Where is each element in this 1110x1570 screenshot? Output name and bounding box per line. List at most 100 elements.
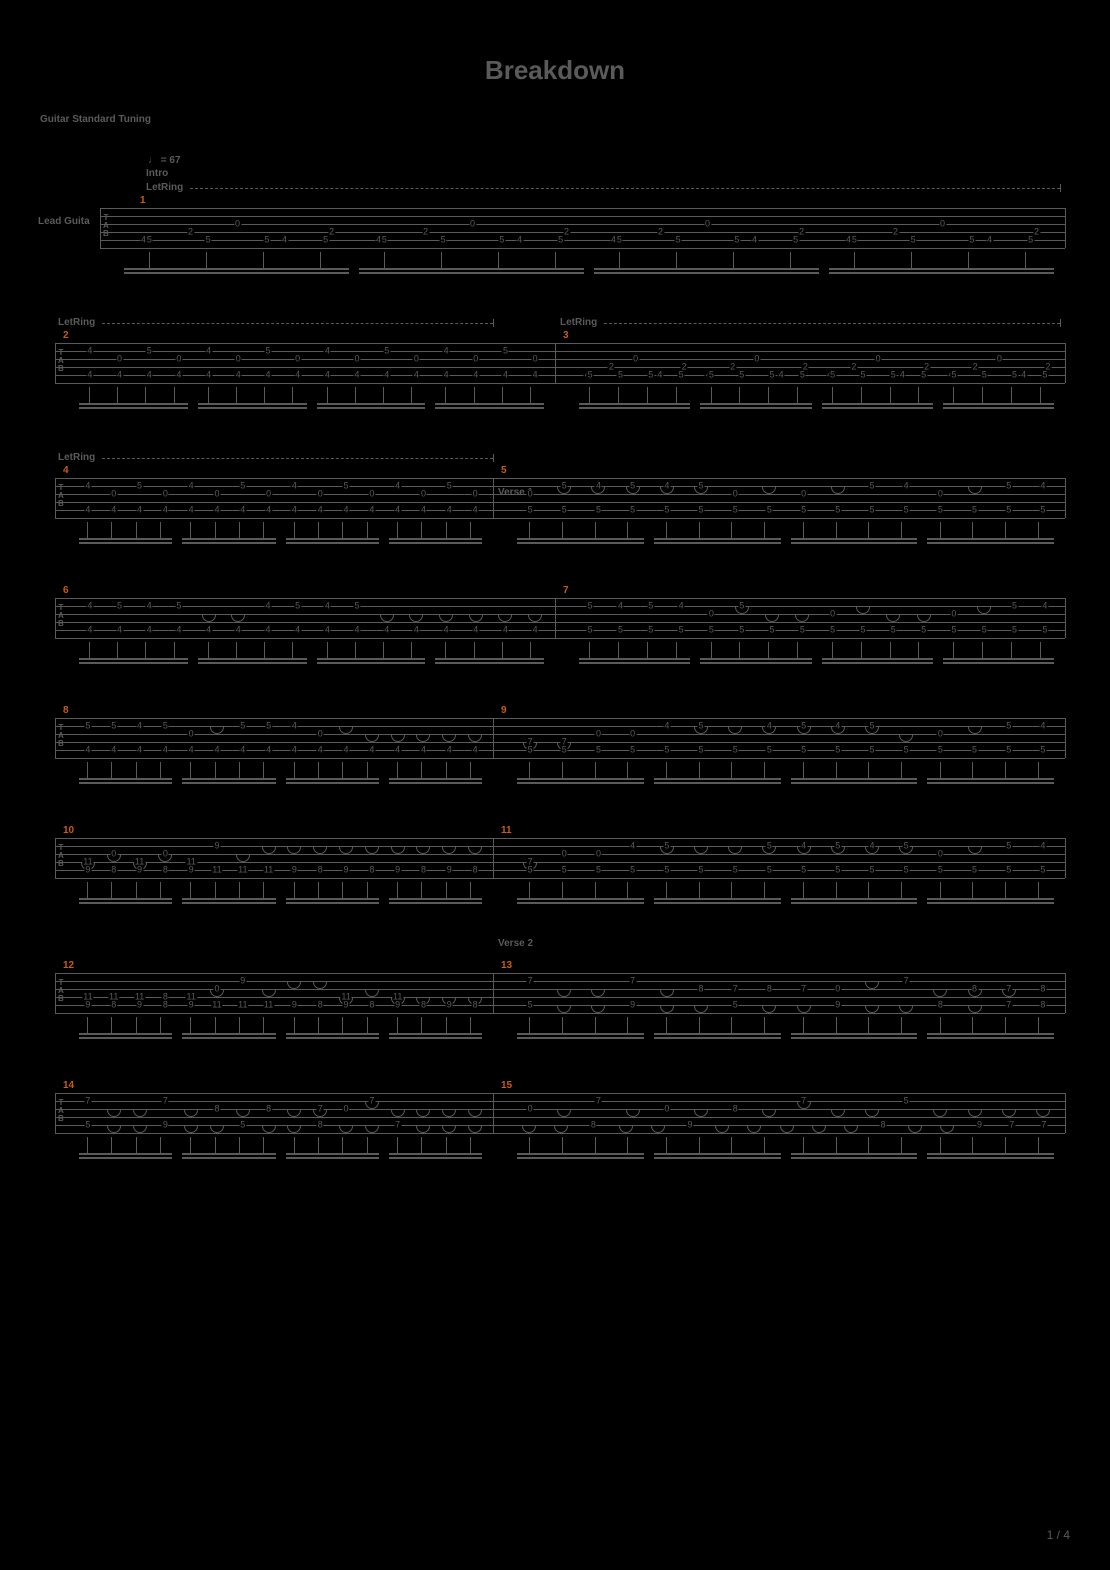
fret-number: 5 [1039,506,1046,515]
fret-number: 0 [317,490,324,499]
fret-number: 8 [317,1121,324,1130]
fret-number: 9 [446,1001,453,1010]
tab-clef: TAB [58,1099,64,1123]
fret-number: 5 [264,347,271,356]
fret-number: 0 [629,730,636,739]
fret-number: 5 [1005,482,1012,491]
fret-number: 5 [502,347,509,356]
fret-number: 0 [343,1105,350,1114]
measure-number: 7 [563,585,569,596]
fret-number: 4 [294,371,301,380]
fret-number: 8 [317,1001,324,1010]
tie-arc [287,847,301,854]
fret-number: 8 [1039,1001,1046,1010]
fret-number: 5 [890,626,897,635]
fret-number: 4 [162,746,169,755]
tab-clef: TAB [58,724,64,748]
fret-number: 4 [265,746,272,755]
fret-number: 0 [175,355,182,364]
fret-number: 5 [557,236,564,245]
fret-number: 4 [324,602,331,611]
tie-arc [469,615,483,622]
fret-number: 2 [892,228,899,237]
tie-arc [262,1126,276,1133]
fret-number: 9 [394,866,401,875]
fret-number: 0 [875,355,882,364]
fret-number: 5 [968,236,975,245]
fret-number: 5 [205,236,212,245]
fret-number: 5 [851,236,858,245]
fret-number: 5 [733,236,740,245]
tie-arc [522,1126,536,1133]
tie-arc [528,615,542,622]
beam-group [0,252,1110,276]
tab-staff: 4050405040504050444444444444444442042420… [55,343,1065,383]
fret-number: 4 [239,746,246,755]
fret-number: 5 [1005,866,1012,875]
fret-number: 0 [265,490,272,499]
tab-staff: 1101101199898911111198989898700455454505… [55,838,1065,878]
tie-arc [933,990,947,997]
tie-arc [694,1006,708,1013]
fret-number: 4 [324,371,331,380]
tie-arc [158,855,172,862]
tab-staff: 4050405040504050444444444444444405454500… [55,478,1065,518]
fret-number: 0 [317,730,324,739]
measure-number: 15 [501,1080,512,1091]
tie-arc [968,727,982,734]
tie-arc [968,847,982,854]
fret-number: 11 [263,1001,274,1010]
tie-arc [380,615,394,622]
tie-arc [747,1126,761,1133]
fret-number: 5 [732,866,739,875]
fret-number: 0 [472,355,479,364]
measure-number: 10 [63,825,74,836]
tie-arc [416,847,430,854]
tie-arc [107,855,121,862]
tie-arc [416,1126,430,1133]
fret-number: 5 [239,482,246,491]
fret-number: 5 [561,506,568,515]
fret-number: 4 [205,347,212,356]
fret-number: 4 [383,371,390,380]
tab-clef: TAB [58,844,64,868]
fret-number: 5 [903,746,910,755]
tie-arc [940,1126,954,1133]
tie-arc [184,1110,198,1117]
tie-arc [416,1110,430,1117]
fret-number: 5 [1041,371,1048,380]
tie-arc [339,1126,353,1133]
fret-number: 9 [162,1121,169,1130]
let-ring-label: LetRing [146,182,183,193]
fret-number: 9 [136,1001,143,1010]
fret-number: 7 [394,1121,401,1130]
fret-number: 5 [829,626,836,635]
fret-number: 5 [738,371,745,380]
measure-number: 5 [501,465,507,476]
tie-arc [210,990,224,997]
fret-number: 0 [632,355,639,364]
tie-arc [933,1110,947,1117]
fret-number: 5 [1027,236,1034,245]
fret-number: 11 [263,866,274,875]
tie-arc [795,615,809,622]
tie-arc [651,1126,665,1133]
fret-number: 7 [800,985,807,994]
tie-arc [287,1110,301,1117]
fret-number: 8 [590,1121,597,1130]
fret-number: 4 [235,626,242,635]
fret-number: 0 [213,490,220,499]
fret-number: 8 [766,985,773,994]
fret-number: 5 [595,866,602,875]
fret-number: 5 [708,371,715,380]
fret-number: 5 [446,482,453,491]
fret-number: 5 [981,626,988,635]
fret-number: 4 [324,626,331,635]
tie-arc [797,727,811,734]
fret-number: 5 [527,506,534,515]
fret-number: 4 [516,236,523,245]
tie-arc [262,990,276,997]
fret-number: 5 [971,866,978,875]
beam-group [0,522,1110,546]
tie-arc [968,1110,982,1117]
